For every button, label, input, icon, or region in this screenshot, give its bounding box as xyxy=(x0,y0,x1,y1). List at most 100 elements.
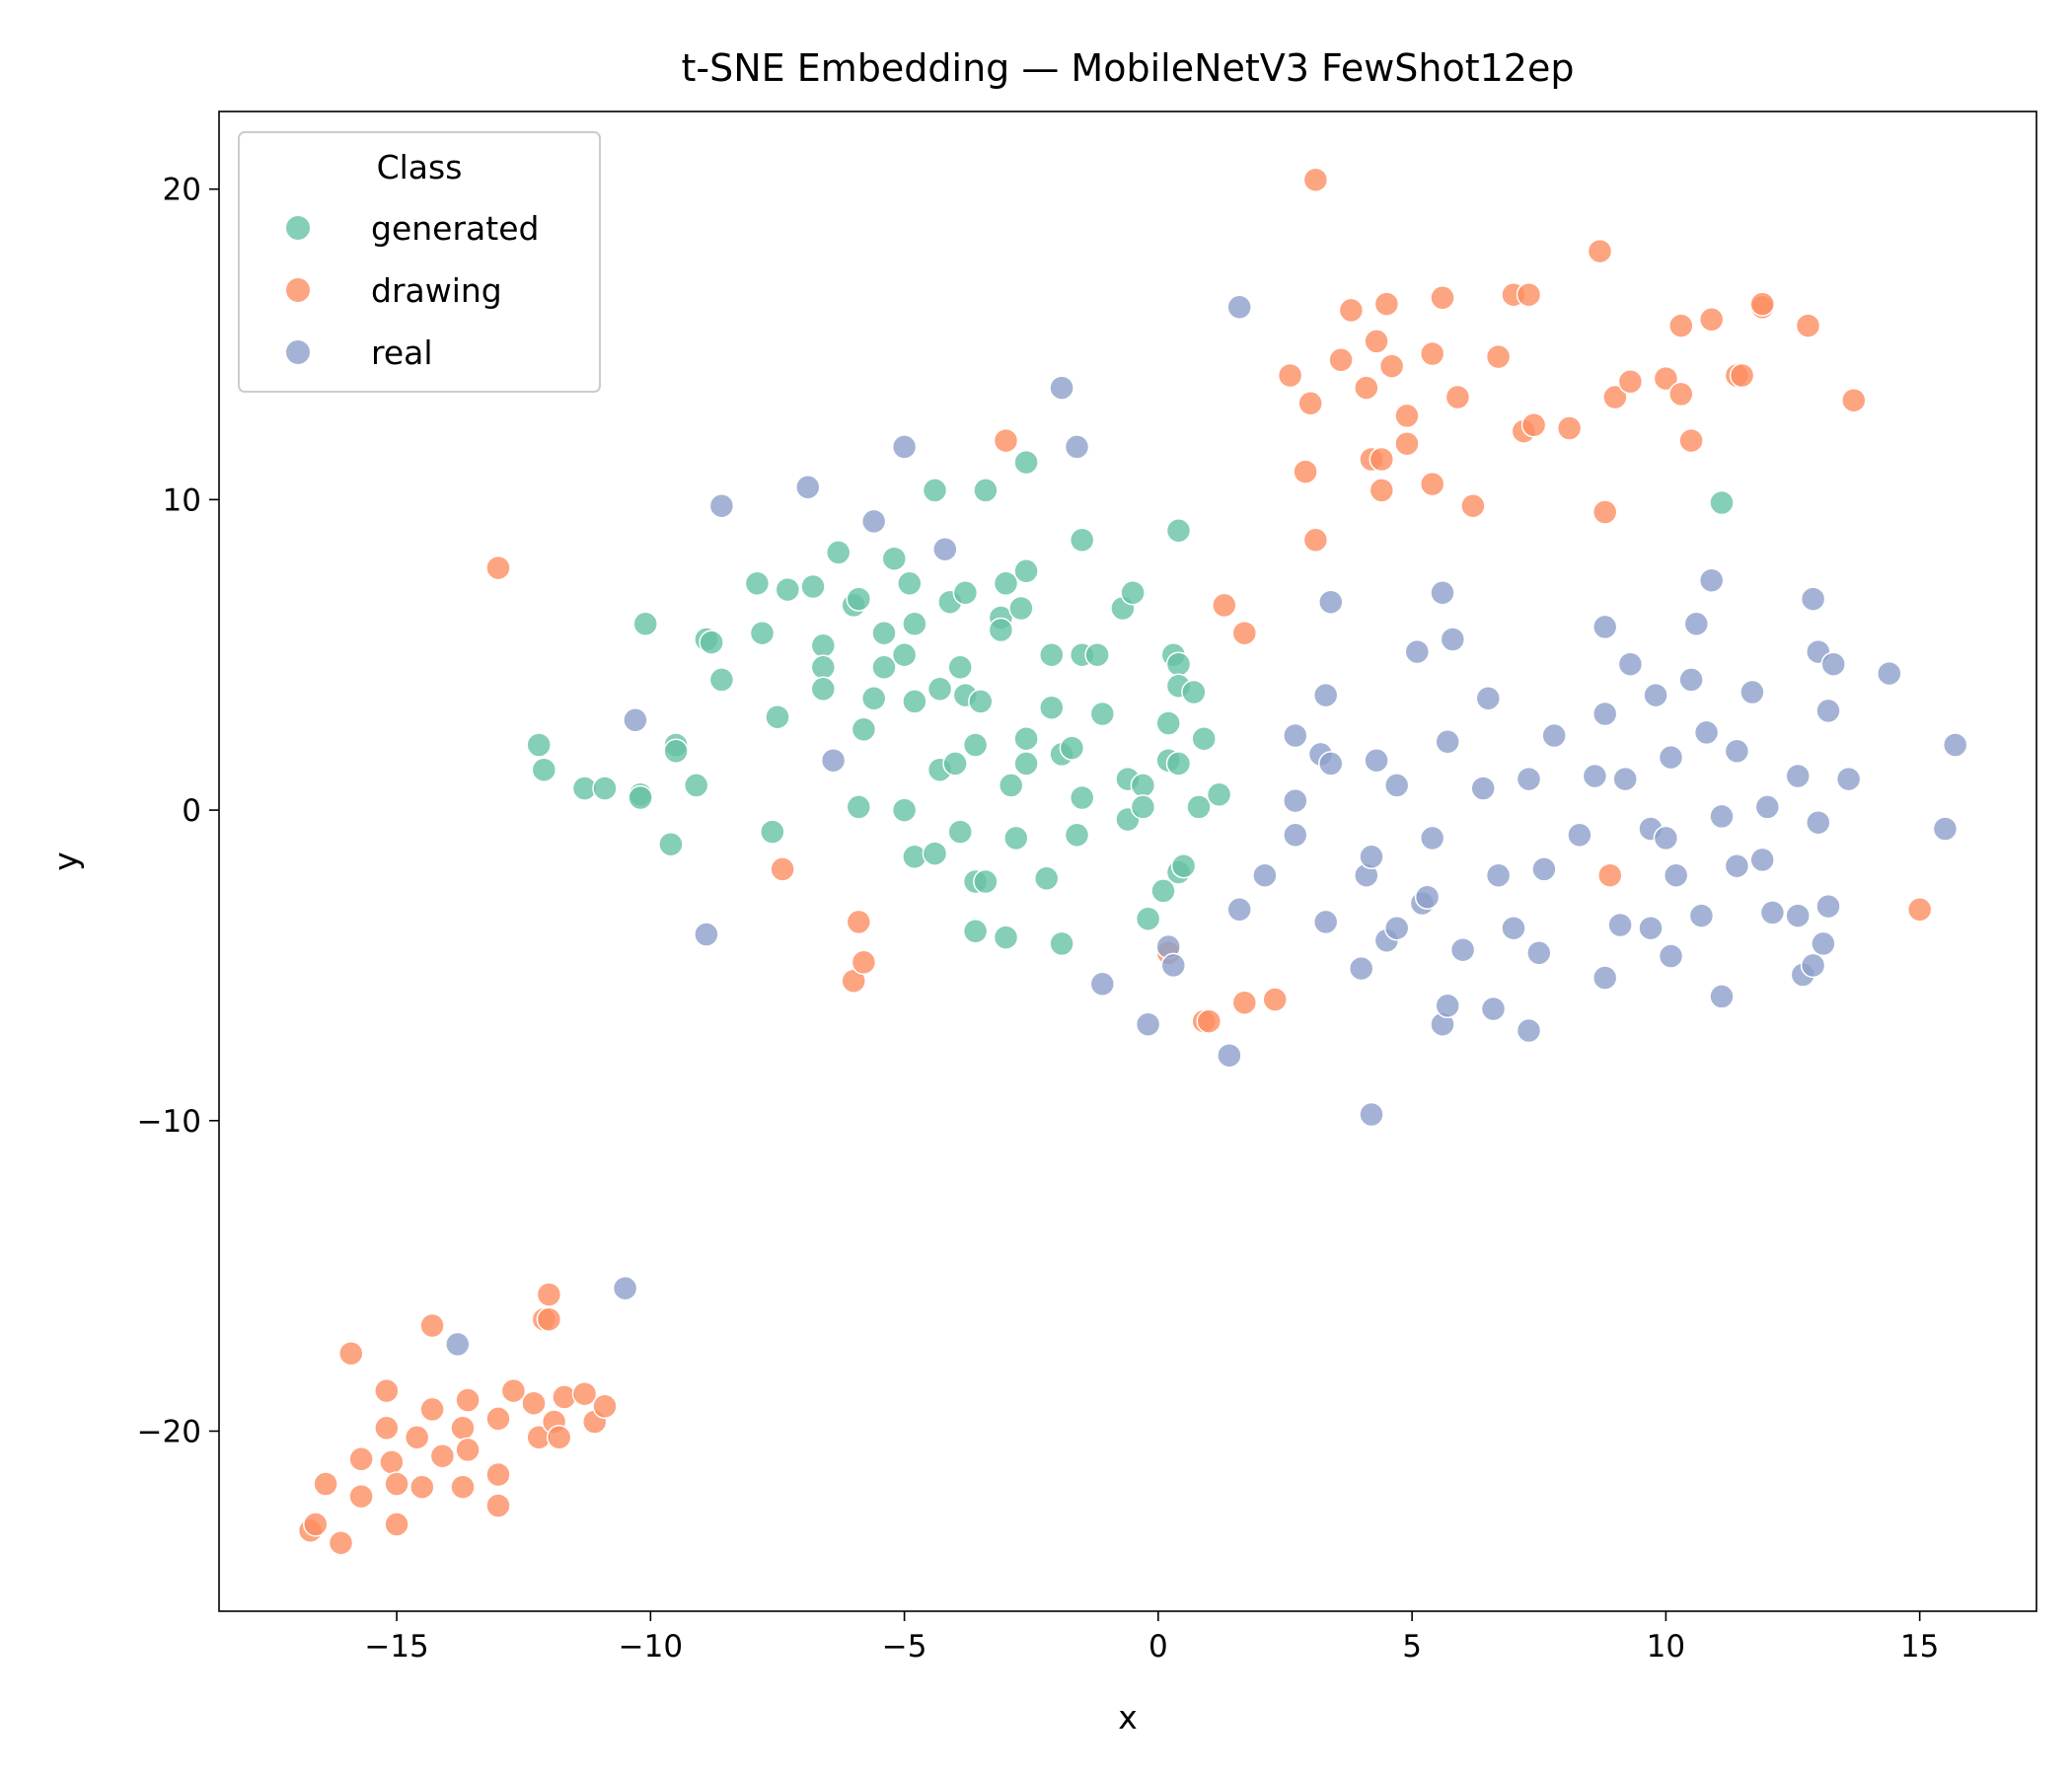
y-tick-label: 20 xyxy=(163,173,201,208)
point-drawing-32 xyxy=(546,1425,572,1450)
point-generated-65 xyxy=(1033,865,1060,892)
point-drawing-13 xyxy=(409,1474,435,1500)
point-real-80 xyxy=(1739,679,1765,705)
point-real-38 xyxy=(1414,884,1441,910)
point-real-68 xyxy=(1658,943,1684,969)
point-drawing-41 xyxy=(993,427,1019,454)
point-drawing-39 xyxy=(846,909,872,935)
point-generated-81 xyxy=(1130,773,1156,798)
point-drawing-48 xyxy=(1262,987,1288,1012)
point-drawing-8 xyxy=(374,1415,400,1442)
point-real-31 xyxy=(1359,844,1384,870)
point-generated-55 xyxy=(988,617,1014,643)
point-real-65 xyxy=(1638,915,1664,941)
point-generated-16 xyxy=(760,819,785,845)
point-drawing-54 xyxy=(1328,347,1354,373)
point-real-10 xyxy=(1049,375,1074,401)
point-drawing-64 xyxy=(1394,430,1420,457)
point-drawing-17 xyxy=(450,1415,476,1442)
point-generated-10 xyxy=(683,773,709,798)
point-real-48 xyxy=(1480,996,1507,1022)
point-generated-52 xyxy=(973,478,999,503)
point-drawing-66 xyxy=(1419,471,1445,497)
point-real-82 xyxy=(1754,794,1781,820)
point-real-20 xyxy=(1283,722,1308,749)
point-generated-63 xyxy=(1013,725,1039,752)
point-real-84 xyxy=(1785,763,1811,789)
point-real-32 xyxy=(1364,747,1389,774)
point-generated-25 xyxy=(846,586,872,612)
point-real-36 xyxy=(1404,638,1431,665)
point-real-94 xyxy=(1820,651,1846,677)
point-generated-22 xyxy=(810,676,837,703)
point-real-22 xyxy=(1283,822,1308,849)
point-drawing-9 xyxy=(379,1449,405,1475)
point-drawing-46 xyxy=(1231,620,1258,646)
point-generated-27 xyxy=(851,716,877,743)
point-real-7 xyxy=(860,508,887,535)
point-generated-17 xyxy=(765,703,790,730)
point-drawing-5 xyxy=(348,1446,374,1472)
point-drawing-62 xyxy=(1378,353,1405,379)
point-real-62 xyxy=(1612,766,1638,792)
point-generated-36 xyxy=(902,689,927,714)
point-drawing-69 xyxy=(1460,492,1486,519)
point-drawing-83 xyxy=(1668,381,1694,407)
point-drawing-44 xyxy=(1196,1008,1222,1034)
point-generated-90 xyxy=(1165,751,1192,777)
point-drawing-45 xyxy=(1212,592,1237,619)
y-tick-label: 10 xyxy=(163,482,201,518)
point-generated-85 xyxy=(1155,710,1181,736)
point-real-63 xyxy=(1617,651,1644,677)
point-generated-1 xyxy=(531,757,557,782)
point-generated-48 xyxy=(962,732,989,758)
point-real-61 xyxy=(1607,912,1633,938)
point-generated-84 xyxy=(1150,878,1176,904)
point-generated-76 xyxy=(1089,701,1116,727)
point-generated-19 xyxy=(800,573,826,600)
x-tick-label: 10 xyxy=(1647,1629,1685,1665)
point-real-11 xyxy=(1064,434,1090,460)
point-real-92 xyxy=(1815,698,1841,724)
point-drawing-18 xyxy=(450,1474,476,1500)
point-real-56 xyxy=(1567,822,1592,849)
point-generated-59 xyxy=(1003,825,1029,851)
point-drawing-26 xyxy=(521,1390,547,1416)
point-drawing-47 xyxy=(1231,990,1258,1015)
point-drawing-53 xyxy=(1302,527,1329,554)
point-generated-32 xyxy=(891,641,918,668)
point-drawing-84 xyxy=(1678,427,1704,454)
point-real-91 xyxy=(1811,930,1836,957)
point-drawing-15 xyxy=(419,1396,445,1423)
point-drawing-37 xyxy=(770,856,795,882)
point-generated-20 xyxy=(810,632,837,659)
point-drawing-82 xyxy=(1668,313,1694,338)
point-drawing-58 xyxy=(1364,329,1389,354)
legend-marker-generated xyxy=(286,216,310,240)
legend-title: Class xyxy=(377,148,463,186)
point-drawing-78 xyxy=(1597,862,1623,888)
point-drawing-4 xyxy=(338,1341,364,1367)
point-generated-51 xyxy=(968,689,994,714)
point-real-57 xyxy=(1582,763,1608,789)
point-generated-96 xyxy=(1191,725,1217,752)
point-generated-33 xyxy=(891,797,918,823)
point-real-79 xyxy=(1724,852,1750,879)
point-generated-26 xyxy=(846,794,872,820)
point-real-3 xyxy=(694,922,719,947)
point-generated-0 xyxy=(526,732,552,758)
legend-marker-real xyxy=(286,340,310,364)
point-generated-95 xyxy=(1186,794,1212,820)
point-real-6 xyxy=(820,747,847,774)
point-generated-88 xyxy=(1165,651,1192,677)
point-real-60 xyxy=(1591,614,1618,640)
point-drawing-50 xyxy=(1293,459,1318,484)
point-drawing-11 xyxy=(384,1512,409,1537)
point-drawing-21 xyxy=(485,1406,511,1432)
point-real-87 xyxy=(1800,952,1826,979)
point-generated-13 xyxy=(708,667,735,693)
point-generated-38 xyxy=(922,478,948,503)
point-generated-45 xyxy=(947,819,973,845)
point-real-54 xyxy=(1531,856,1557,882)
point-generated-5 xyxy=(628,784,653,811)
